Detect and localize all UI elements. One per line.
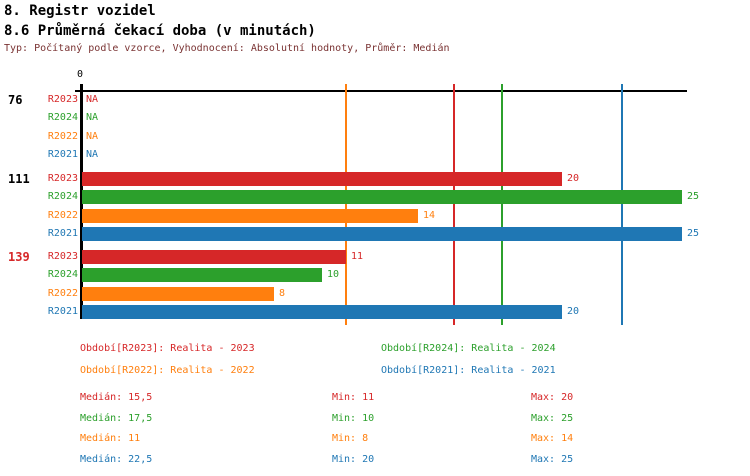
bar-r2024 — [82, 268, 322, 283]
median-cell-r2023: Medián: 15,5 — [80, 392, 153, 403]
axis-line-horizontal — [75, 90, 687, 92]
legend-item-r2023: Období[R2023]: Realita - 2023 — [80, 343, 255, 354]
max-cell-r2021: Max: 25 — [531, 453, 574, 465]
median-cell-r2021: Medián: 22,5 — [80, 453, 153, 465]
max-cell-r2022: Max: 14 — [531, 433, 574, 445]
max-cell-r2023: Max: 20 — [531, 392, 574, 403]
group-label-111: 111 — [8, 172, 30, 186]
row-label-r2023: R2023 — [47, 173, 78, 184]
chart-meta-info: Typ: Počítaný podle vzorce, Vyhodnocení:… — [4, 43, 450, 54]
legend-item-r2022: Období[R2022]: Realita - 2022 — [80, 365, 255, 376]
row-label-r2021: R2021 — [47, 306, 78, 318]
bar-value-label: 14 — [423, 209, 436, 221]
chart-title: 8.6 Průměrná čekací doba (v minutách) — [4, 23, 316, 39]
bar-value-na: NA — [86, 94, 99, 105]
bar-r2021 — [82, 305, 562, 320]
bar-value-label: 11 — [351, 251, 364, 262]
group-label-76: 76 — [8, 93, 23, 107]
bar-value-label: 25 — [687, 228, 700, 240]
bar-value-label: 25 — [687, 191, 700, 203]
report-title: 8. Registr vozidel — [4, 3, 156, 19]
median-line-r2021 — [621, 84, 623, 325]
row-label-r2023: R2023 — [47, 94, 78, 105]
min-cell-r2023: Min: 11 — [332, 392, 375, 403]
row-label-r2024: R2024 — [47, 112, 78, 124]
row-label-r2024: R2024 — [47, 191, 78, 203]
group-label-139: 139 — [8, 250, 30, 264]
median-cell-r2022: Medián: 11 — [80, 433, 141, 445]
median-cell-r2024: Medián: 17,5 — [80, 412, 153, 424]
min-cell-r2024: Min: 10 — [332, 412, 375, 424]
median-line-r2022 — [345, 84, 347, 325]
row-label-r2022: R2022 — [47, 287, 78, 299]
bar-value-label: 8 — [279, 287, 286, 299]
bar-value-na: NA — [86, 112, 99, 124]
bar-r2022 — [82, 208, 418, 223]
min-cell-r2021: Min: 20 — [332, 453, 375, 465]
row-label-r2022: R2022 — [47, 209, 78, 221]
bar-value-label: 20 — [567, 173, 580, 184]
median-line-r2023 — [453, 84, 455, 325]
row-label-r2021: R2021 — [47, 228, 78, 240]
bar-value-label: 10 — [327, 269, 340, 281]
bar-value-label: 20 — [567, 306, 580, 318]
legend-item-r2021: Období[R2021]: Realita - 2021 — [381, 365, 556, 376]
bar-r2023 — [82, 172, 562, 186]
axis-zero-label: 0 — [77, 69, 84, 80]
legend-item-r2024: Období[R2024]: Realita - 2024 — [381, 343, 556, 354]
axis-line-vertical — [80, 84, 83, 319]
min-cell-r2022: Min: 8 — [332, 433, 369, 445]
bar-r2024 — [82, 190, 682, 205]
bar-r2022 — [82, 286, 274, 301]
row-label-r2022: R2022 — [47, 130, 78, 142]
row-label-r2023: R2023 — [47, 251, 78, 262]
bar-r2021 — [82, 227, 682, 242]
bar-value-na: NA — [86, 149, 99, 161]
row-label-r2024: R2024 — [47, 269, 78, 281]
bar-value-na: NA — [86, 130, 99, 142]
row-label-r2021: R2021 — [47, 149, 78, 161]
max-cell-r2024: Max: 25 — [531, 412, 574, 424]
median-line-r2024 — [501, 84, 503, 325]
bar-r2023 — [82, 250, 346, 264]
